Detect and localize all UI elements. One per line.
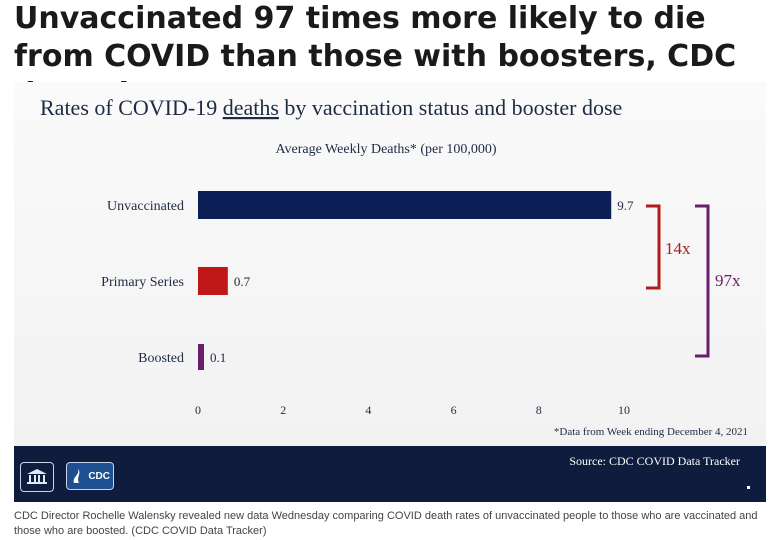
chart: Rates of COVID-19 deaths by vaccination … (40, 95, 748, 438)
x-tick-label: 0 (195, 403, 201, 417)
bracket-97x (695, 204, 710, 358)
footer-bar: CDC Source: CDC COVID Data Tracker (14, 446, 766, 502)
source-text: Source: CDC COVID Data Tracker (569, 454, 740, 468)
caption: CDC Director Rochelle Walensky revealed … (14, 510, 758, 537)
footnote: *Data from Week ending December 4, 2021 (554, 426, 748, 438)
annotation-14x: 14x (665, 239, 691, 258)
value-label: 0.1 (210, 350, 226, 365)
annotations-layer: 14x 97x (646, 204, 741, 358)
x-tick-label: 10 (618, 403, 630, 417)
bar (198, 267, 228, 295)
bracket-14x (646, 204, 661, 290)
chart-title: Rates of COVID-19 deaths by vaccination … (40, 95, 622, 120)
cdc-logo-text: CDC (88, 470, 110, 482)
category-label: Primary Series (101, 275, 184, 290)
cdc-emblem-icon (73, 469, 80, 483)
value-label: 9.7 (617, 198, 634, 213)
footer-dot (747, 486, 750, 489)
chart-panel: Rates of COVID-19 deaths by vaccination … (14, 82, 766, 502)
x-tick-label: 4 (365, 403, 371, 417)
bar (198, 191, 612, 219)
x-tick-label: 8 (536, 403, 542, 417)
category-label: Unvaccinated (107, 199, 184, 214)
category-label: Boosted (138, 351, 184, 366)
x-tick-label: 2 (280, 403, 286, 417)
x-tick-label: 6 (451, 403, 457, 417)
cdc-logo: CDC (66, 462, 114, 490)
bar (198, 344, 204, 370)
seal-icon (27, 469, 47, 484)
value-label: 0.7 (234, 274, 251, 289)
chart-subtitle: Average Weekly Deaths* (per 100,000) (275, 142, 496, 157)
x-axis: 0 2 4 6 8 10 (195, 403, 630, 417)
annotation-97x: 97x (715, 271, 741, 290)
bars-layer: Unvaccinated 9.7 Primary Series 0.7 Boosted 0… (101, 191, 634, 370)
headline: Unvaccinated 97 times more likely to die… (14, 1, 737, 112)
chart-title-emphasis: deaths (223, 95, 279, 120)
white-house-seal-logo (20, 462, 54, 492)
